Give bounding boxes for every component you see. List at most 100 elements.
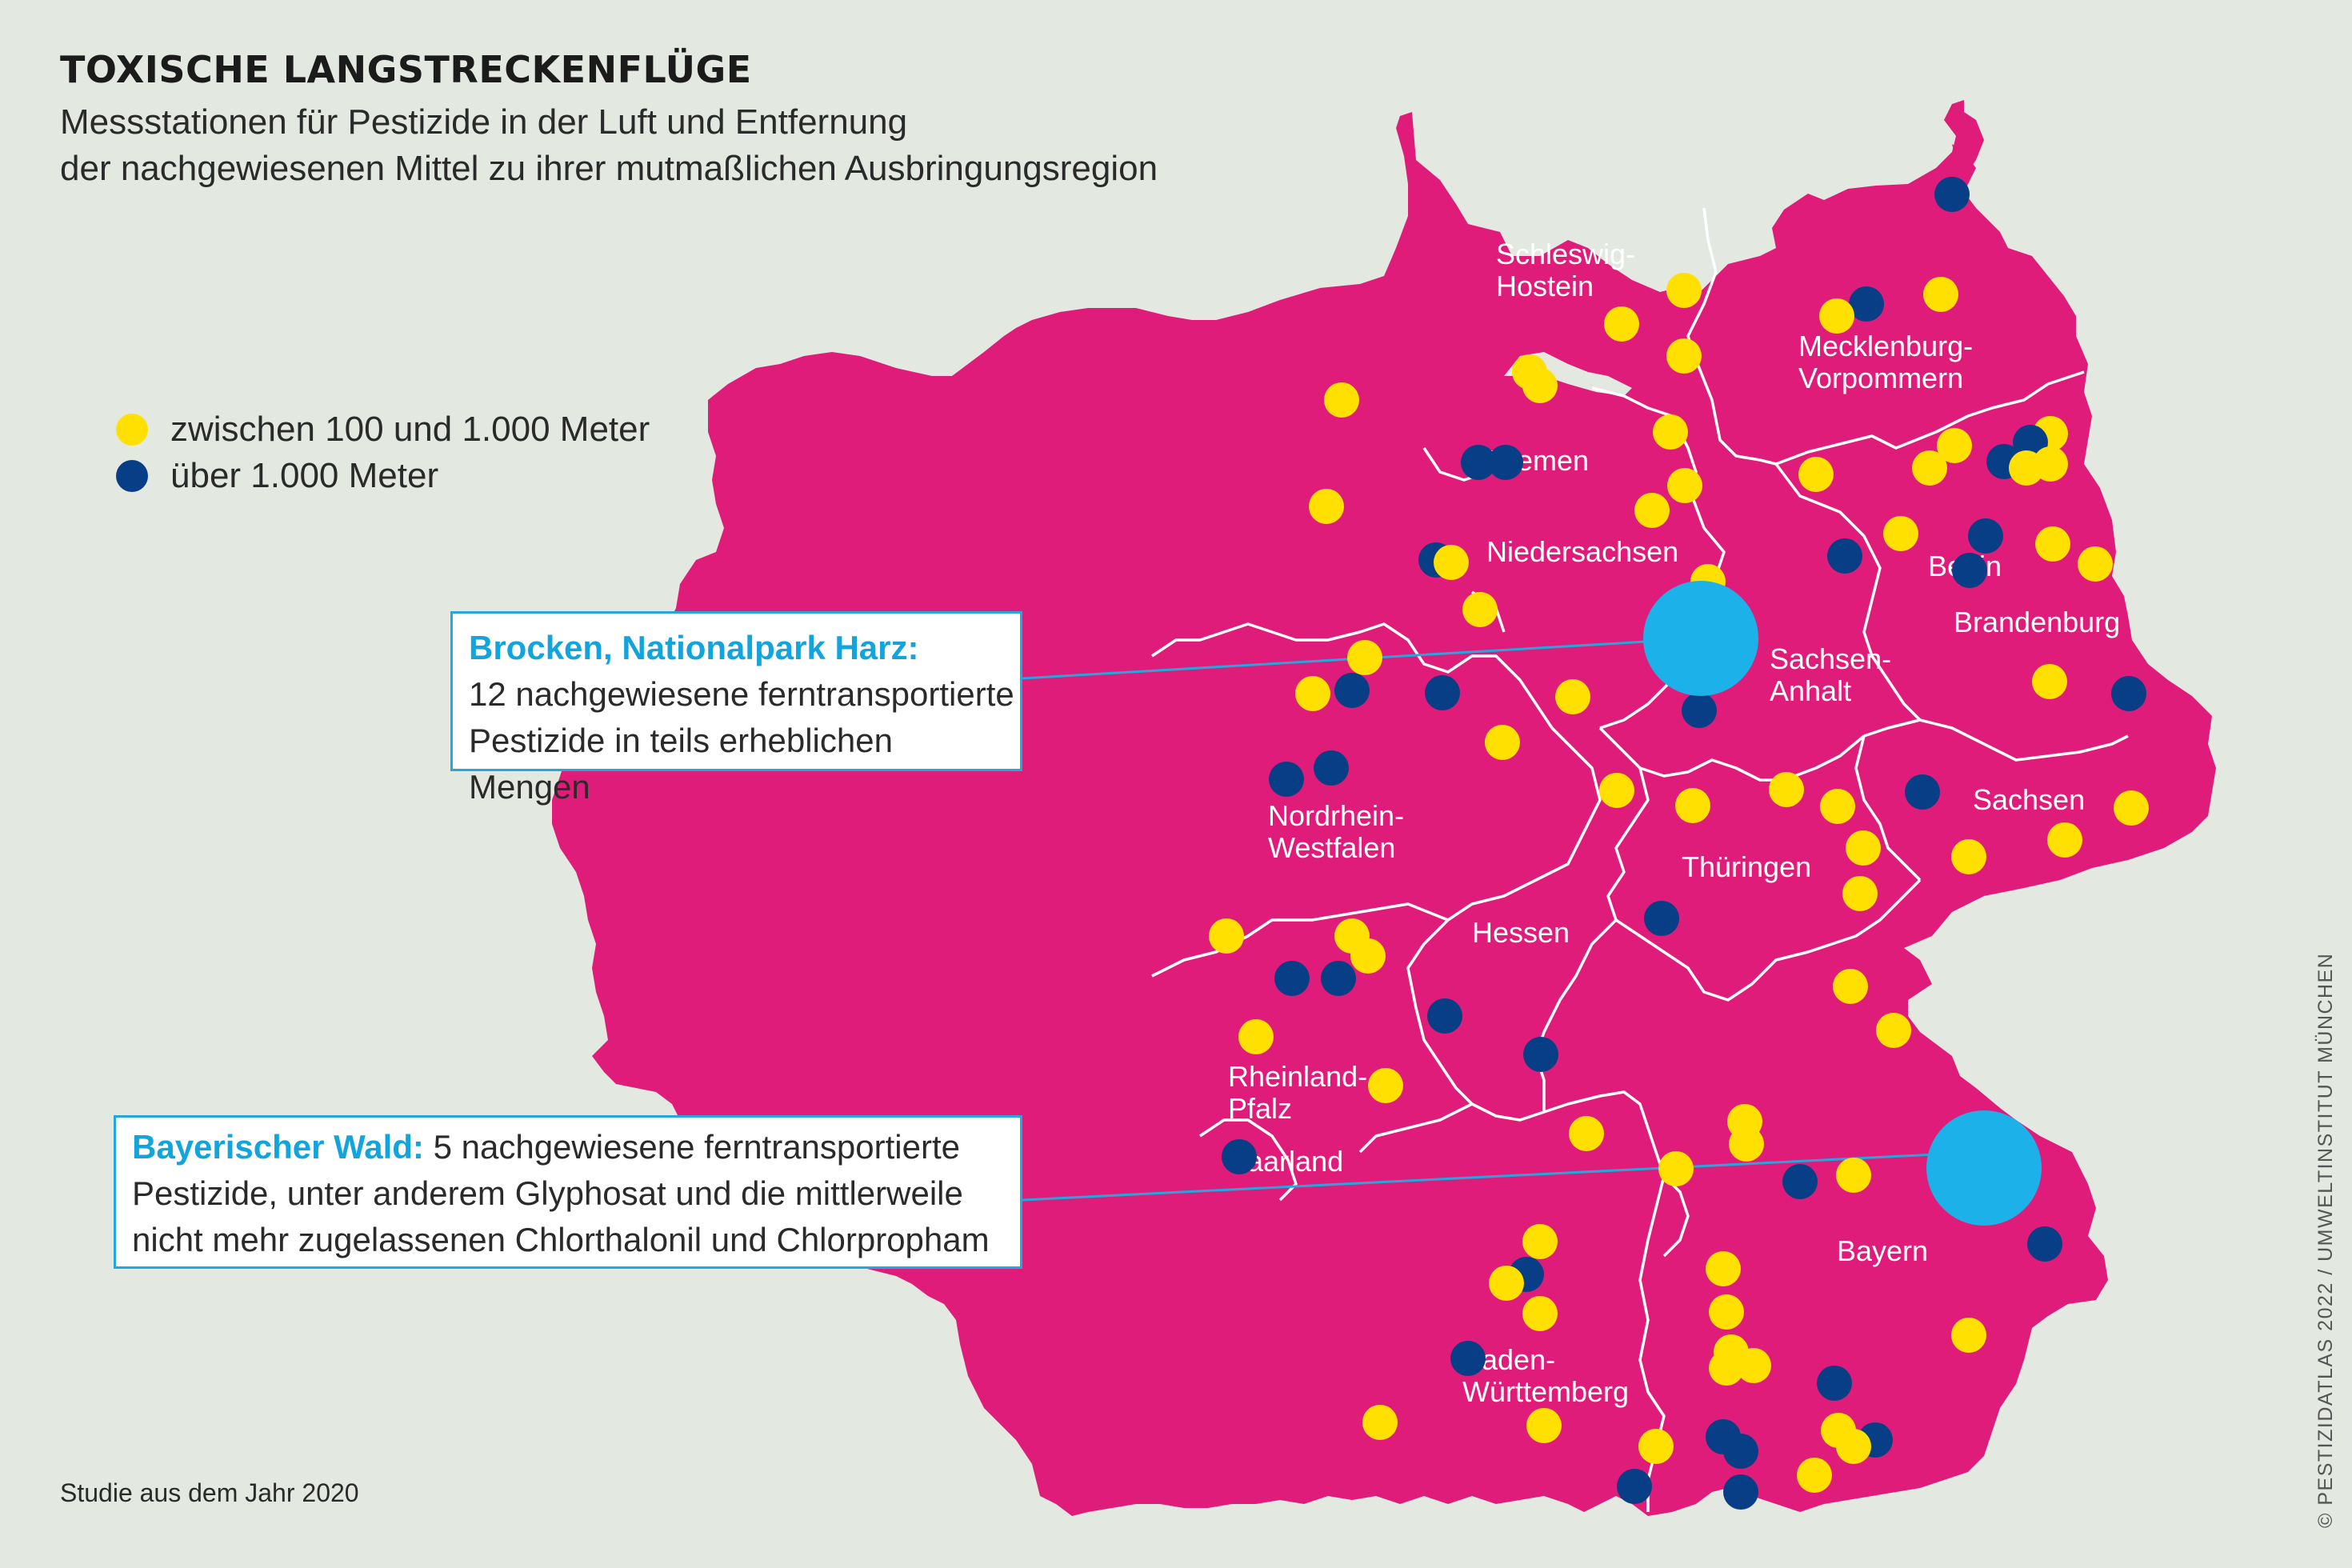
station-near-marker: [1912, 450, 1947, 486]
station-far-marker: [2027, 1226, 2062, 1262]
station-near-marker: [1666, 338, 1702, 374]
callout-bw-line-2: Pestizide, unter anderem Glyphosat und d…: [132, 1174, 963, 1212]
station-near-marker: [1842, 876, 1878, 911]
station-far-marker: [1321, 961, 1356, 996]
region-label-line: Brandenburg: [1954, 606, 2120, 638]
station-near-marker: [1368, 1068, 1403, 1103]
station-near-marker: [1951, 839, 1986, 874]
station-near-marker: [1522, 1224, 1558, 1259]
legend-item-near: zwischen 100 und 1.000 Meter: [116, 406, 650, 453]
station-near-marker: [1462, 592, 1498, 627]
callout-bw-line-3: nicht mehr zugelassenen Chlorthalonil un…: [132, 1221, 990, 1258]
subtitle-line-2: der nachgewiesenen Mittel zu ihrer mutma…: [60, 149, 1158, 188]
station-near-marker: [1209, 918, 1244, 954]
station-near-marker: [1238, 1019, 1274, 1054]
station-near-marker: [2035, 526, 2070, 562]
region-label-thueringen: Thüringen: [1682, 850, 1811, 883]
station-near-marker: [2009, 450, 2044, 486]
region-label-line: Pfalz: [1228, 1092, 1292, 1125]
region-label-line: Schleswig-: [1496, 238, 1635, 270]
station-far-marker: [1968, 518, 2003, 554]
station-near-marker: [1362, 1405, 1398, 1440]
callout-bw-line-1: Bayerischer Wald: 5 nachgewiesene ferntr…: [132, 1124, 1020, 1170]
region-label-line: Nordrhein-: [1268, 799, 1404, 832]
region-label-brandenburg: Brandenburg: [1954, 606, 2120, 638]
station-near-marker: [2047, 822, 2082, 858]
station-near-marker: [1923, 277, 1958, 312]
station-far-marker: [1827, 538, 1862, 574]
copyright-credit: © PESTIZIDATLAS 2022 / UMWELTINSTITUT MÜ…: [2314, 952, 2337, 1528]
station-near-marker: [1295, 676, 1330, 711]
region-label-nordrhein-westfalen: Nordrhein-Westfalen: [1268, 799, 1404, 864]
station-near-marker: [1522, 1296, 1558, 1331]
region-label-niedersachsen: Niedersachsen: [1486, 535, 1678, 568]
station-near-marker: [1485, 725, 1520, 760]
station-near-marker: [1951, 1318, 1986, 1353]
station-near-marker: [1434, 545, 1469, 580]
station-far-marker: [1274, 961, 1310, 996]
region-label-line: Sachsen: [1973, 783, 2085, 816]
callout-bw-line-1-rest: 5 nachgewiesene ferntransportierte: [423, 1128, 960, 1166]
station-near-marker: [1846, 830, 1881, 866]
station-far-marker: [2111, 676, 2146, 711]
blue-dot-icon: [116, 460, 148, 492]
region-label-line: Vorpommern: [1798, 362, 1963, 394]
yellow-dot-icon: [116, 414, 148, 446]
station-far-marker: [1222, 1139, 1257, 1174]
callout-brocken-line-1: 12 nachgewiesene ferntransportierte: [469, 675, 1014, 713]
station-far-marker: [1644, 901, 1679, 936]
page-subtitle: Messstationen für Pestizide in der Luft …: [60, 99, 1340, 192]
station-far-marker: [1905, 774, 1940, 810]
station-near-marker: [2078, 546, 2113, 582]
station-near-marker: [1604, 306, 1639, 342]
ruegen-island: [1936, 100, 1984, 180]
callout-bayerischer-wald: Bayerischer Wald: 5 nachgewiesene ferntr…: [114, 1115, 1022, 1269]
station-near-marker: [1798, 457, 1834, 492]
station-near-marker: [1819, 298, 1854, 334]
station-far-marker: [1314, 750, 1349, 786]
callout-brocken-line-2: Pestizide in teils erheblichen Mengen: [469, 722, 893, 806]
station-far-marker: [1450, 1341, 1486, 1376]
station-far-marker: [1425, 675, 1460, 710]
station-near-marker: [1526, 1408, 1562, 1443]
region-label-line: Rheinland-: [1228, 1060, 1367, 1093]
station-near-marker: [1634, 493, 1670, 528]
station-near-marker: [1555, 679, 1590, 714]
station-far-marker: [1461, 445, 1496, 480]
region-label-line: Mecklenburg-: [1798, 330, 1973, 362]
stations: [1209, 177, 2149, 1510]
region-label-line: Thüringen: [1682, 850, 1811, 883]
station-far-marker: [1334, 673, 1370, 708]
callout-bw-heading: Bayerischer Wald:: [132, 1128, 424, 1166]
station-near-marker: [1309, 489, 1344, 524]
station-near-marker: [1512, 354, 1547, 390]
station-far-marker: [1523, 1037, 1558, 1072]
region-label-hessen: Hessen: [1472, 916, 1570, 949]
station-near-marker: [1489, 1266, 1524, 1301]
station-near-marker: [1876, 1013, 1911, 1048]
station-far-marker: [1427, 998, 1462, 1034]
region-label-schleswig-holstein: Schleswig-Hostein: [1496, 238, 1635, 302]
station-near-marker: [1324, 382, 1359, 418]
station-far-marker: [1682, 693, 1717, 728]
station-far-marker: [1488, 445, 1523, 480]
region-label-line: Sachsen-: [1770, 642, 1891, 675]
station-near-marker: [1599, 773, 1634, 808]
region-label-sachsen-anhalt: Sachsen-Anhalt: [1770, 642, 1891, 707]
region-label-line: Anhalt: [1770, 674, 1851, 707]
station-near-marker: [1666, 273, 1702, 308]
region-label-line: Westfalen: [1268, 831, 1395, 864]
station-near-marker: [1658, 1151, 1694, 1186]
station-far-marker: [1952, 553, 1987, 588]
station-near-marker: [1667, 468, 1702, 503]
station-near-marker: [1883, 516, 1918, 551]
station-near-marker: [1675, 788, 1710, 823]
station-far-marker: [1934, 177, 1970, 212]
highlight-stations: [1643, 581, 2042, 1226]
station-near-marker: [2032, 664, 2067, 699]
station-near-marker: [1833, 969, 1868, 1004]
station-near-marker: [1729, 1126, 1764, 1162]
station-near-marker: [1709, 1350, 1744, 1386]
station-far-marker: [1617, 1469, 1652, 1504]
